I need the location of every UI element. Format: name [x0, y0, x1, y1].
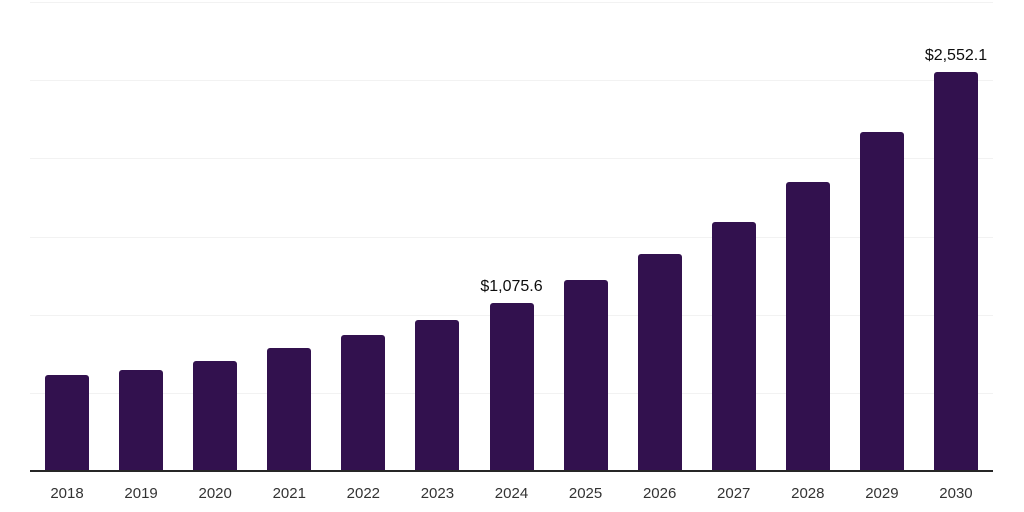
- bar-2018: [45, 375, 90, 471]
- bar-2027: [711, 222, 756, 471]
- x-tick-label-2025: 2025: [568, 485, 603, 502]
- x-tick-label-2020: 2020: [198, 485, 232, 502]
- x-tick-label-2023: 2023: [420, 485, 455, 502]
- bar-2023: [415, 320, 460, 471]
- data-label-2030: $2,552.1: [924, 47, 988, 65]
- bar-2024: [489, 302, 534, 471]
- bar-2020: [193, 360, 238, 471]
- gridline-1500: [30, 237, 993, 238]
- x-tick-label-2022: 2022: [346, 485, 381, 502]
- data-label-2024: $1,075.6: [480, 277, 543, 295]
- gridline-2500: [30, 80, 993, 81]
- x-tick-label-2028: 2028: [791, 485, 825, 502]
- x-tick-label-2026: 2026: [642, 485, 677, 502]
- x-tick-label-2030: 2030: [939, 485, 973, 502]
- x-axis-line: [30, 470, 993, 472]
- gridline-2000: [30, 158, 993, 159]
- bar-2022: [341, 334, 386, 471]
- bar-2028: [785, 181, 830, 471]
- x-tick-label-2018: 2018: [50, 485, 84, 502]
- bar-2030: [933, 72, 978, 471]
- bar-2026: [637, 254, 682, 471]
- bar-2019: [119, 370, 164, 471]
- gridline-3000: [30, 2, 993, 3]
- bar-2025: [563, 279, 608, 471]
- x-tick-label-2021: 2021: [272, 485, 306, 502]
- x-tick-label-2019: 2019: [124, 485, 158, 502]
- x-tick-label-2024: 2024: [494, 485, 529, 502]
- x-tick-label-2027: 2027: [717, 485, 751, 502]
- bar-2029: [859, 131, 904, 471]
- x-tick-label-2029: 2029: [865, 485, 899, 502]
- bar-2021: [267, 348, 312, 471]
